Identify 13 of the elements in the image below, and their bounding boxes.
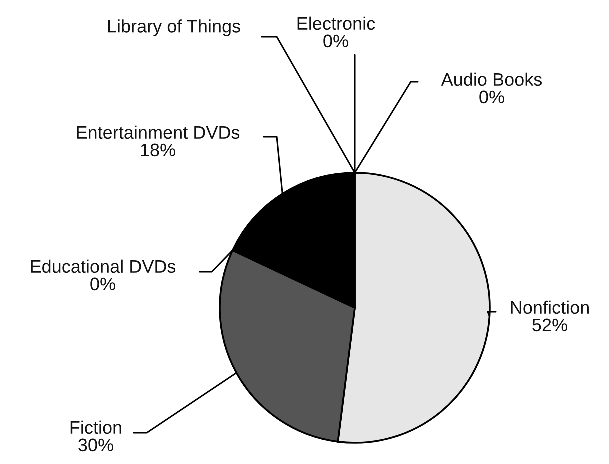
slice-label: Nonfiction bbox=[511, 300, 589, 314]
category-label: Audio Books bbox=[441, 72, 542, 86]
slice-label: Fiction bbox=[70, 420, 122, 434]
text: 0% bbox=[324, 34, 348, 48]
data-label: 30% bbox=[78, 438, 114, 452]
text: 0% bbox=[480, 90, 504, 104]
category-label: Electronic bbox=[298, 16, 376, 30]
category-label: Library of Things bbox=[108, 20, 240, 36]
data-label: 18% bbox=[141, 144, 176, 157]
legend-label: Educational DVDs bbox=[31, 260, 176, 274]
slice-label: Entertainment DVDs bbox=[77, 126, 240, 140]
data-label: 52% bbox=[532, 318, 568, 332]
text: 0% bbox=[90, 278, 116, 291]
